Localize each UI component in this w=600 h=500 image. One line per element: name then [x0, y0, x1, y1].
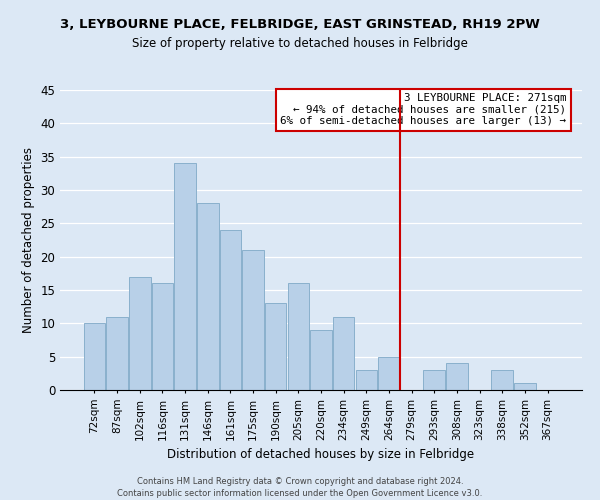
Bar — [197, 204, 218, 390]
Bar — [152, 284, 173, 390]
Bar — [491, 370, 513, 390]
Y-axis label: Number of detached properties: Number of detached properties — [22, 147, 35, 333]
Bar — [106, 316, 128, 390]
Text: 3 LEYBOURNE PLACE: 271sqm
← 94% of detached houses are smaller (215)
6% of semi-: 3 LEYBOURNE PLACE: 271sqm ← 94% of detac… — [280, 93, 566, 126]
Bar — [220, 230, 241, 390]
Bar — [356, 370, 377, 390]
Text: 3, LEYBOURNE PLACE, FELBRIDGE, EAST GRINSTEAD, RH19 2PW: 3, LEYBOURNE PLACE, FELBRIDGE, EAST GRIN… — [60, 18, 540, 30]
Bar — [265, 304, 286, 390]
Bar — [310, 330, 332, 390]
Bar — [446, 364, 467, 390]
Text: Contains HM Land Registry data © Crown copyright and database right 2024.: Contains HM Land Registry data © Crown c… — [137, 478, 463, 486]
X-axis label: Distribution of detached houses by size in Felbridge: Distribution of detached houses by size … — [167, 448, 475, 461]
Bar — [424, 370, 445, 390]
Bar — [378, 356, 400, 390]
Bar — [84, 324, 105, 390]
Bar — [129, 276, 151, 390]
Bar — [242, 250, 264, 390]
Text: Contains public sector information licensed under the Open Government Licence v3: Contains public sector information licen… — [118, 489, 482, 498]
Bar — [514, 384, 536, 390]
Text: Size of property relative to detached houses in Felbridge: Size of property relative to detached ho… — [132, 38, 468, 51]
Bar — [175, 164, 196, 390]
Bar — [287, 284, 309, 390]
Bar — [333, 316, 355, 390]
